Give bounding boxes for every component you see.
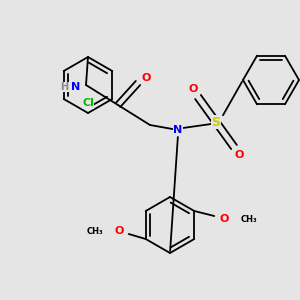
Text: N: N (173, 125, 183, 135)
Text: H: H (60, 82, 68, 92)
Text: N: N (71, 82, 81, 92)
Text: CH₃: CH₃ (240, 214, 257, 224)
Text: CH₃: CH₃ (86, 226, 103, 236)
Text: O: O (141, 73, 151, 83)
Text: O: O (188, 84, 198, 94)
Text: Cl: Cl (82, 98, 94, 108)
Text: O: O (220, 214, 229, 224)
Text: O: O (234, 150, 244, 160)
Text: O: O (114, 226, 123, 236)
Text: S: S (212, 116, 220, 128)
